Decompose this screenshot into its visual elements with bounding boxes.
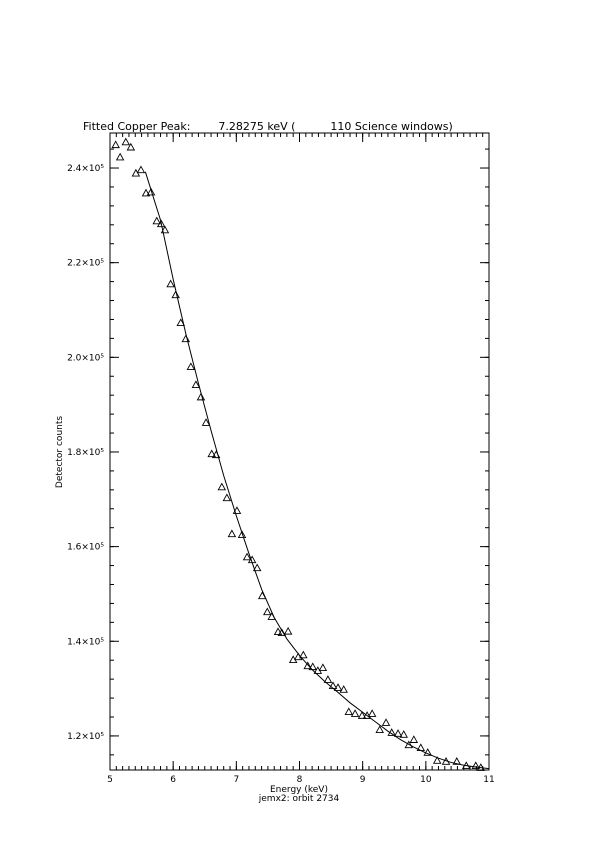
x-tick-label: 5 <box>107 775 113 785</box>
data-point <box>303 661 312 670</box>
x-tick-label: 6 <box>170 775 176 785</box>
data-point <box>217 482 227 491</box>
data-point <box>141 188 151 197</box>
data-point <box>156 219 166 228</box>
data-point <box>393 729 403 737</box>
data-point <box>323 675 333 683</box>
data-point <box>160 225 170 234</box>
data-point <box>171 290 180 299</box>
data-point <box>136 165 146 174</box>
data-point <box>252 563 262 572</box>
data-point <box>357 711 367 719</box>
data-point <box>211 450 221 459</box>
data-point <box>367 709 377 717</box>
data-point <box>186 362 196 371</box>
data-point <box>237 530 247 539</box>
data-point <box>461 761 471 769</box>
data-point <box>387 728 396 736</box>
data-point <box>339 685 348 693</box>
data-point <box>333 683 343 691</box>
data-point <box>115 152 125 161</box>
data-point <box>126 142 136 151</box>
data-point <box>242 552 252 561</box>
data-point <box>471 761 480 769</box>
data-point <box>152 216 162 225</box>
data-point <box>375 725 384 734</box>
data-point <box>263 607 272 616</box>
x-tick-label: 10 <box>420 775 432 785</box>
data-point <box>191 380 201 389</box>
data-point <box>146 187 156 196</box>
data-point <box>247 555 257 564</box>
data-point <box>222 493 232 502</box>
y-tick-label: 1.6×10⁵ <box>67 543 104 553</box>
data-point <box>277 628 287 637</box>
data-point <box>452 757 462 765</box>
chart-title: Fitted Copper Peak: 7.28275 keV ( 110 Sc… <box>83 120 453 133</box>
y-tick-label: 2.2×10⁵ <box>67 259 104 269</box>
y-tick-label: 1.8×10⁵ <box>67 448 104 458</box>
data-point <box>273 627 283 636</box>
subtitle: jemx2: orbit 2734 <box>258 794 340 804</box>
x-tick-label: 8 <box>297 775 303 785</box>
data-point <box>318 663 328 672</box>
data-point <box>441 757 451 765</box>
x-tick-label: 11 <box>483 775 494 785</box>
y-tick-label: 2.0×10⁵ <box>67 353 104 363</box>
y-tick-label: 1.2×10⁵ <box>67 732 104 742</box>
data-point <box>176 318 186 327</box>
y-axis-label: Detector counts <box>55 416 65 488</box>
x-tick-label: 9 <box>360 775 366 785</box>
data-point <box>416 743 426 752</box>
data-point <box>344 707 354 716</box>
data-point <box>432 756 442 764</box>
x-axis-label: Energy (keV) <box>270 785 328 795</box>
data-point <box>409 735 419 743</box>
data-point <box>328 681 338 690</box>
data-point <box>121 137 131 146</box>
data-point <box>181 334 191 343</box>
data-point <box>404 740 414 749</box>
data-point <box>399 730 408 738</box>
data-point <box>196 392 206 401</box>
data-point <box>308 662 318 671</box>
x-tick-label: 7 <box>233 775 239 785</box>
data-point <box>423 748 432 756</box>
data-point <box>283 626 293 635</box>
data-point <box>257 591 267 600</box>
fit-line <box>144 171 490 770</box>
data-point <box>201 418 211 426</box>
y-tick-label: 2.4×10⁵ <box>67 164 104 174</box>
data-point <box>227 529 237 538</box>
data-point <box>232 506 242 514</box>
data-point <box>267 612 276 620</box>
data-point <box>166 279 175 288</box>
y-tick-label: 1.4×10⁵ <box>67 637 104 647</box>
data-point <box>207 449 216 458</box>
data-point <box>476 763 486 771</box>
data-point <box>299 650 308 659</box>
data-point <box>350 709 360 717</box>
data-point <box>381 718 391 726</box>
data-point <box>111 140 120 149</box>
